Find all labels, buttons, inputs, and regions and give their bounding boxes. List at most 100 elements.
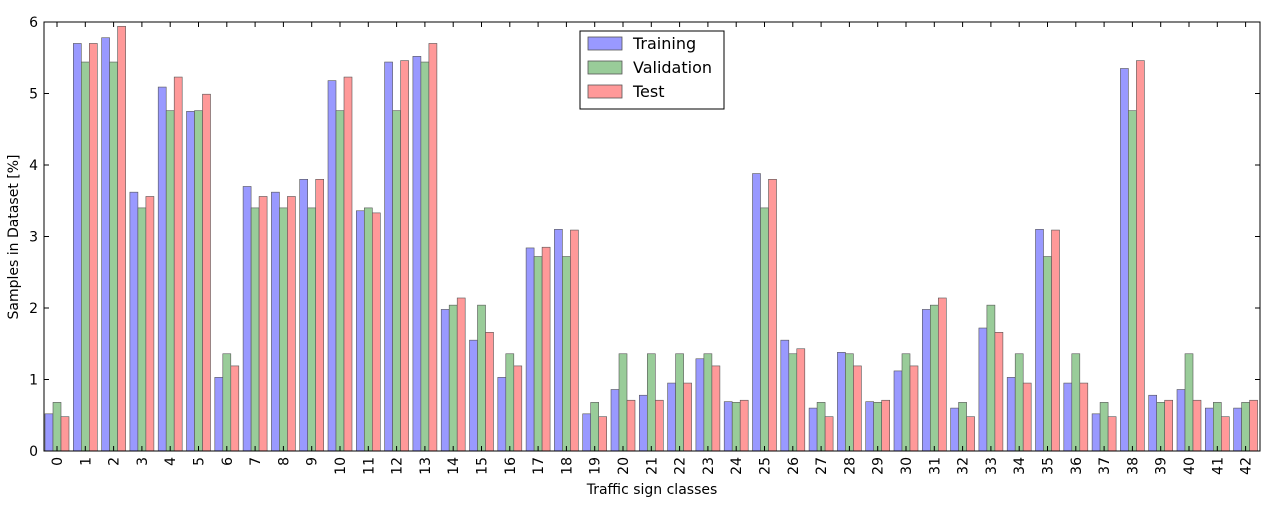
bar-training-18 xyxy=(554,229,563,452)
bar-test-17 xyxy=(541,246,551,452)
bar-validation-25 xyxy=(760,207,769,452)
x-tick-label: 11 xyxy=(361,457,377,475)
bar-test-31 xyxy=(937,297,947,452)
bar-test-37 xyxy=(1107,416,1117,452)
legend-swatch-test xyxy=(587,84,623,99)
bar-training-7 xyxy=(242,186,252,452)
bar-test-3 xyxy=(145,196,155,452)
bar-training-19 xyxy=(582,413,592,452)
bar-validation-2 xyxy=(109,61,118,452)
bar-test-40 xyxy=(1192,399,1202,452)
bar-training-25 xyxy=(752,173,761,452)
bar-training-11 xyxy=(355,210,365,452)
y-tick-label: 0 xyxy=(29,444,38,460)
x-tick-label: 36 xyxy=(1069,457,1085,475)
x-tick-label: 0 xyxy=(50,457,66,466)
x-tick-label: 41 xyxy=(1210,457,1226,475)
x-tick-label: 28 xyxy=(842,457,858,475)
bar-validation-4 xyxy=(165,110,175,452)
x-tick-label: 18 xyxy=(559,457,575,475)
bar-validation-15 xyxy=(477,304,486,452)
bar-test-10 xyxy=(343,76,353,452)
bar-training-38 xyxy=(1120,68,1129,452)
bar-validation-31 xyxy=(929,304,939,452)
bar-training-21 xyxy=(638,394,648,452)
bar-validation-38 xyxy=(1128,110,1137,452)
bar-training-26 xyxy=(780,339,790,452)
bar-training-0 xyxy=(44,413,54,452)
bar-validation-7 xyxy=(250,207,260,452)
legend-swatch-validation xyxy=(587,60,623,75)
x-tick-label: 1 xyxy=(78,457,94,466)
bar-test-16 xyxy=(513,365,523,452)
x-tick-label: 12 xyxy=(390,457,406,475)
bar-training-35 xyxy=(1035,229,1044,452)
bar-training-17 xyxy=(525,247,535,452)
x-tick-label: 37 xyxy=(1097,457,1113,475)
bar-validation-41 xyxy=(1213,402,1222,452)
bar-validation-0 xyxy=(52,402,62,452)
bar-test-6 xyxy=(230,365,240,452)
bar-test-27 xyxy=(824,416,834,452)
y-tick-label: 5 xyxy=(29,87,38,103)
y-tick-label: 6 xyxy=(29,15,38,31)
x-tick-label: 17 xyxy=(531,457,547,475)
x-tick-label: 40 xyxy=(1182,457,1198,475)
bar-validation-39 xyxy=(1156,402,1165,452)
x-tick-label: 31 xyxy=(927,457,943,475)
x-tick-label: 16 xyxy=(503,457,519,475)
bar-training-6 xyxy=(214,377,224,452)
bar-training-40 xyxy=(1176,389,1186,452)
bar-test-12 xyxy=(400,60,409,452)
bar-test-20 xyxy=(626,399,636,452)
x-axis-label: Traffic sign classes xyxy=(586,482,718,498)
bar-validation-21 xyxy=(646,353,656,452)
bar-training-34 xyxy=(1006,377,1016,452)
x-tick-label: 25 xyxy=(758,457,774,475)
bar-test-15 xyxy=(485,332,494,452)
bar-validation-24 xyxy=(731,402,741,452)
bar-validation-23 xyxy=(703,353,713,452)
bar-test-34 xyxy=(1022,382,1032,452)
x-tick-label: 13 xyxy=(418,457,434,475)
bar-test-32 xyxy=(966,416,975,452)
bar-training-2 xyxy=(101,37,110,452)
bar-validation-35 xyxy=(1043,256,1052,452)
bar-test-5 xyxy=(202,93,211,452)
x-tick-label: 22 xyxy=(673,457,689,475)
bar-validation-28 xyxy=(845,353,854,452)
bar-validation-29 xyxy=(873,402,883,452)
x-tick-label: 23 xyxy=(701,457,717,475)
bar-training-32 xyxy=(950,407,959,452)
x-tick-label: 35 xyxy=(1041,457,1057,475)
bar-test-29 xyxy=(881,399,891,452)
bar-test-30 xyxy=(909,365,919,452)
bar-training-29 xyxy=(865,401,875,452)
bar-test-21 xyxy=(654,399,664,452)
bar-validation-19 xyxy=(590,402,600,452)
bar-test-25 xyxy=(768,179,777,452)
bar-test-36 xyxy=(1079,382,1089,452)
legend-swatch-training xyxy=(587,36,623,51)
x-tick-label: 38 xyxy=(1125,457,1141,475)
bar-training-22 xyxy=(667,382,676,452)
bar-training-41 xyxy=(1205,407,1214,452)
x-tick-label: 27 xyxy=(814,457,830,475)
y-tick-label: 2 xyxy=(29,301,38,317)
bar-validation-17 xyxy=(533,256,543,452)
bar-training-8 xyxy=(271,191,280,452)
bar-training-33 xyxy=(978,327,988,452)
x-tick-label: 26 xyxy=(786,457,802,475)
bar-validation-34 xyxy=(1014,353,1024,452)
legend-label-training: Training xyxy=(632,34,696,53)
bar-training-24 xyxy=(723,401,733,452)
x-tick-label: 21 xyxy=(644,457,660,475)
bar-test-7 xyxy=(258,196,268,452)
bar-validation-3 xyxy=(137,207,147,452)
x-tick-label: 30 xyxy=(899,457,915,475)
bar-training-14 xyxy=(440,309,450,452)
x-tick-label: 4 xyxy=(163,457,179,466)
bar-validation-14 xyxy=(448,304,458,452)
bar-validation-27 xyxy=(816,402,826,452)
